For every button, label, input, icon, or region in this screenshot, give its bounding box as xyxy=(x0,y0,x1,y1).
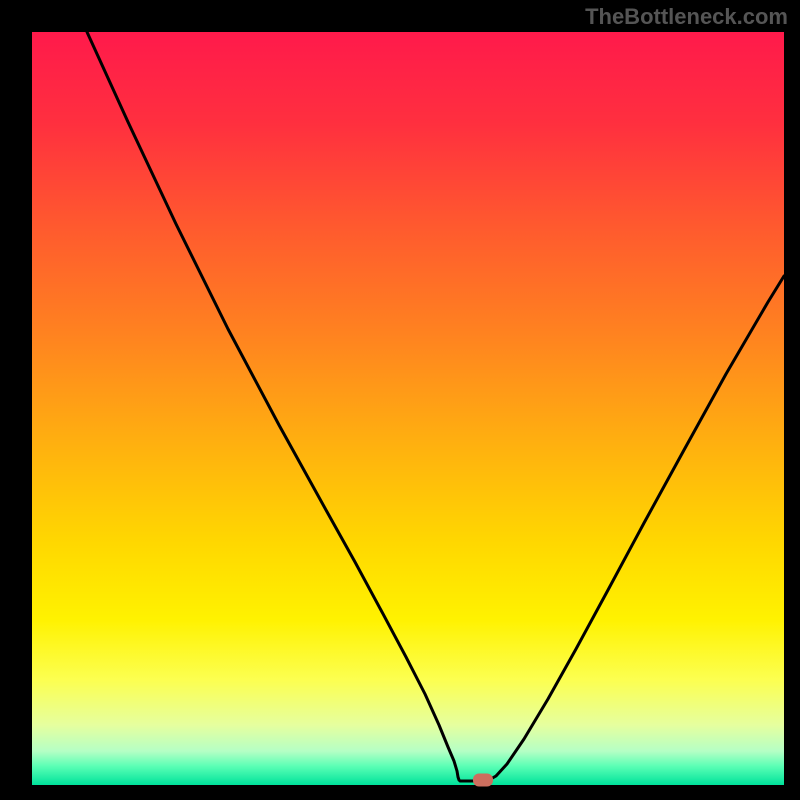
minimum-marker xyxy=(473,774,493,787)
curve-path xyxy=(87,32,784,781)
chart-frame: TheBottleneck.com xyxy=(0,0,800,800)
bottleneck-curve xyxy=(32,32,784,785)
watermark-text: TheBottleneck.com xyxy=(585,4,788,30)
plot-area xyxy=(32,32,784,785)
